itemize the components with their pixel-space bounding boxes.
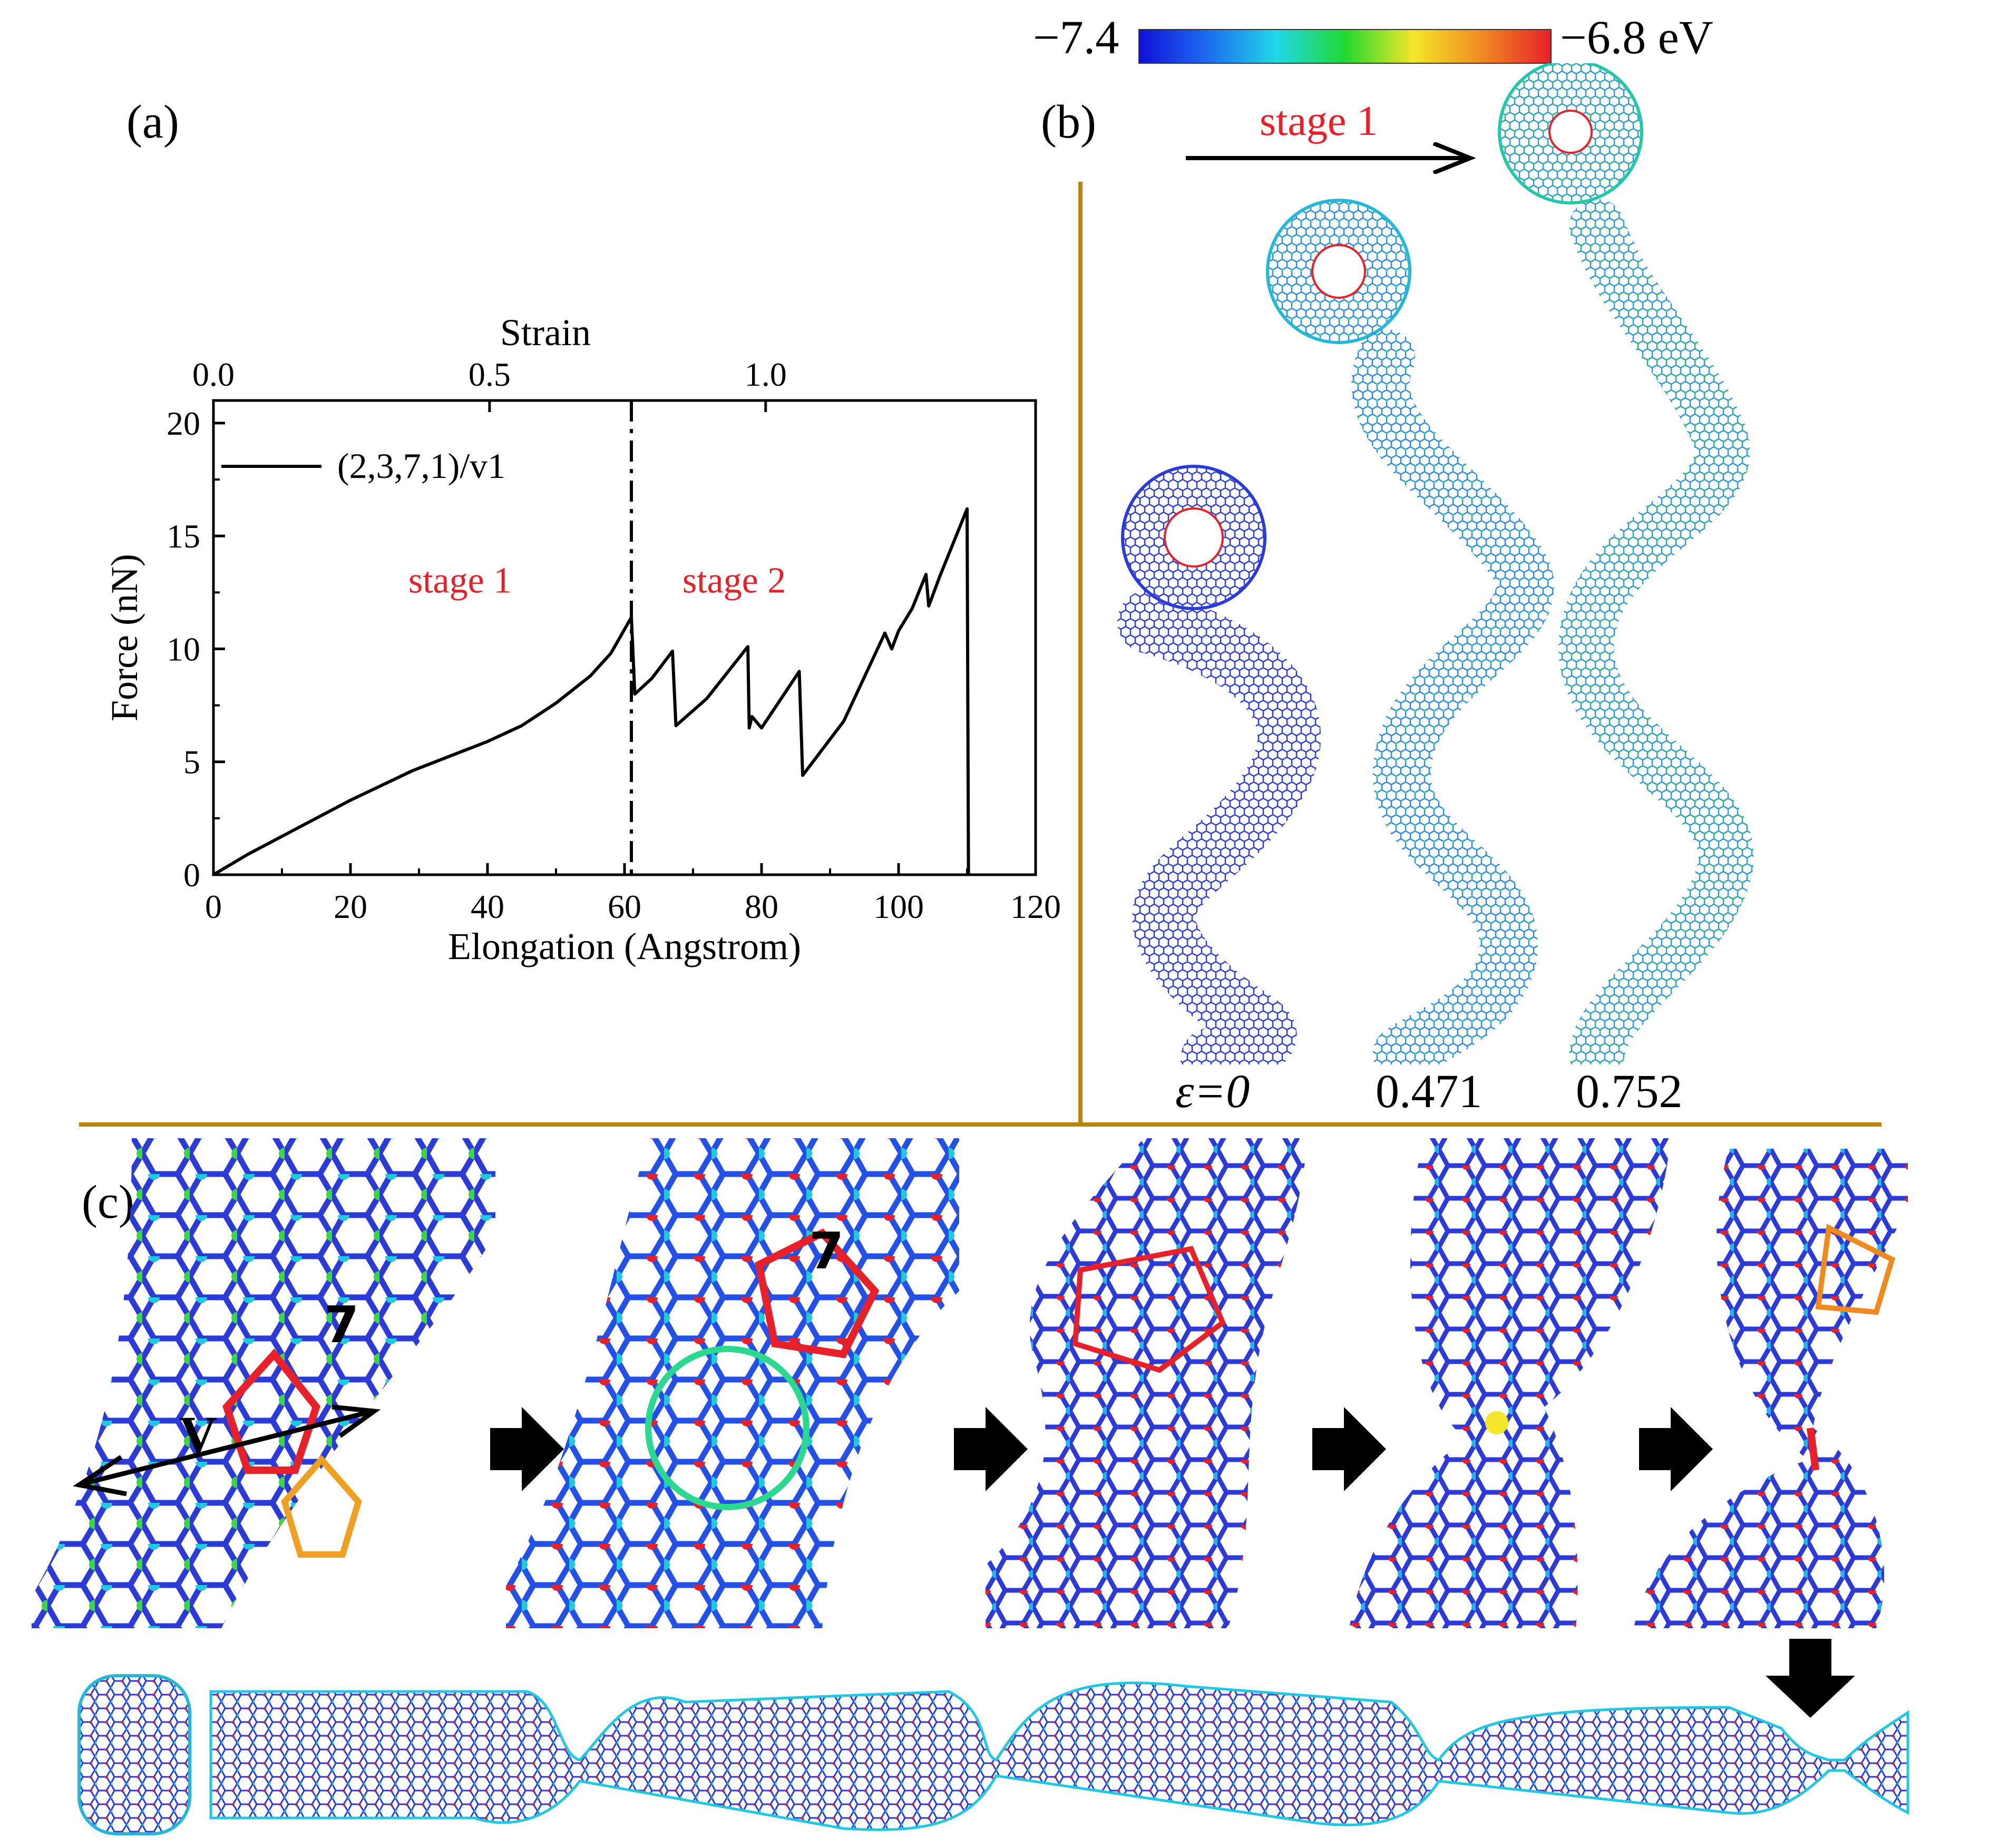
helix-strain-0-752 bbox=[1558, 199, 1754, 1064]
panel-c-label: (c) bbox=[82, 1176, 134, 1228]
top-tick-label-2: 1.0 bbox=[745, 356, 787, 393]
top-axis-title: Strain bbox=[500, 311, 591, 354]
x-tick-label-6: 120 bbox=[1010, 888, 1061, 925]
stage-1-arrow bbox=[1186, 142, 1476, 174]
x-tick-label-2: 40 bbox=[471, 888, 504, 925]
heptagon-label-1: 7 bbox=[324, 1296, 359, 1354]
series-line-0 bbox=[212, 507, 970, 876]
force-elongation-chart: 0 20 40 60 80 100 120 0 5 10 15 20 0.0 0.5 1.0 Strain El… bbox=[103, 311, 1061, 967]
y-tick-label-0: 0 bbox=[183, 856, 200, 894]
y-tick-label-1: 5 bbox=[183, 744, 200, 781]
strain-label-2: 0.752 bbox=[1576, 1065, 1683, 1118]
top-tick-label-0: 0.0 bbox=[192, 356, 235, 393]
strain-labels: ε=0 0.471 0.752 bbox=[1159, 1064, 1897, 1122]
stage-annotation-2: stage 2 bbox=[682, 560, 786, 601]
vacancy-label: V bbox=[179, 1405, 218, 1464]
end-view-structure bbox=[77, 1674, 191, 1835]
snapshot-5 bbox=[1634, 1149, 1908, 1628]
snapshot-3 bbox=[986, 1138, 1307, 1628]
sequence-arrow-3 bbox=[1312, 1407, 1386, 1491]
horizontal-divider bbox=[79, 1122, 1881, 1127]
x-tick-label-4: 80 bbox=[745, 888, 778, 925]
colorbar: −7.4 −6.8 eV bbox=[1033, 5, 1989, 74]
snapshot-1 bbox=[32, 1138, 495, 1628]
helix-strain-0 bbox=[1117, 590, 1321, 1064]
nanotube-structures bbox=[1117, 63, 1754, 1064]
x-tick-label-0: 0 bbox=[205, 888, 222, 925]
y-axis-title: Force (nN) bbox=[103, 554, 145, 721]
y-tick-label-2: 10 bbox=[167, 630, 200, 668]
x-tick-label-5: 100 bbox=[873, 888, 924, 925]
snapshot-2 bbox=[506, 1138, 959, 1628]
x-tick-label-3: 60 bbox=[608, 888, 641, 925]
helix-strain-0-471 bbox=[1351, 329, 1554, 1064]
x-axis-title: Elongation (Angstrom) bbox=[448, 925, 801, 967]
top-tick-label-1: 0.5 bbox=[469, 356, 511, 393]
y-tick-label-4: 20 bbox=[167, 405, 200, 442]
stage-1-arrow-label: stage 1 bbox=[1260, 98, 1378, 144]
plot-frame bbox=[212, 399, 1037, 876]
sequence-arrow-4 bbox=[1639, 1407, 1713, 1491]
snapshot-4 bbox=[1349, 1138, 1671, 1628]
stage-annotation-1: stage 1 bbox=[408, 560, 512, 601]
sequence-arrow-2 bbox=[954, 1407, 1028, 1491]
strain-label-0: ε=0 bbox=[1175, 1065, 1250, 1118]
y-tick-label-3: 15 bbox=[167, 517, 200, 555]
colorbar-min-label: −7.4 bbox=[1033, 12, 1119, 64]
legend-label: (2,3,7,1)/v1 bbox=[337, 446, 505, 486]
cross-section-strain-0-471 bbox=[1266, 199, 1411, 344]
x-tick-label-1: 20 bbox=[334, 888, 367, 925]
panel-a-label: (a) bbox=[126, 96, 179, 148]
colorbar-max-label: −6.8 eV bbox=[1560, 12, 1713, 64]
sequence-arrow-down bbox=[1766, 1639, 1855, 1718]
heptagon-label-2: 7 bbox=[809, 1223, 844, 1280]
panel-b-label: (b) bbox=[1041, 96, 1096, 148]
sequence-arrow-1 bbox=[490, 1407, 564, 1491]
cross-section-strain-0 bbox=[1121, 465, 1266, 610]
colorbar-gradient bbox=[1138, 29, 1552, 64]
cross-section-strain-0-752 bbox=[1498, 63, 1643, 204]
vertical-divider bbox=[1078, 182, 1083, 1125]
fractured-nanotube-ribbon bbox=[209, 1681, 1909, 1831]
fracture-snapshots bbox=[32, 1138, 1909, 1835]
strain-label-1: 0.471 bbox=[1376, 1065, 1483, 1118]
